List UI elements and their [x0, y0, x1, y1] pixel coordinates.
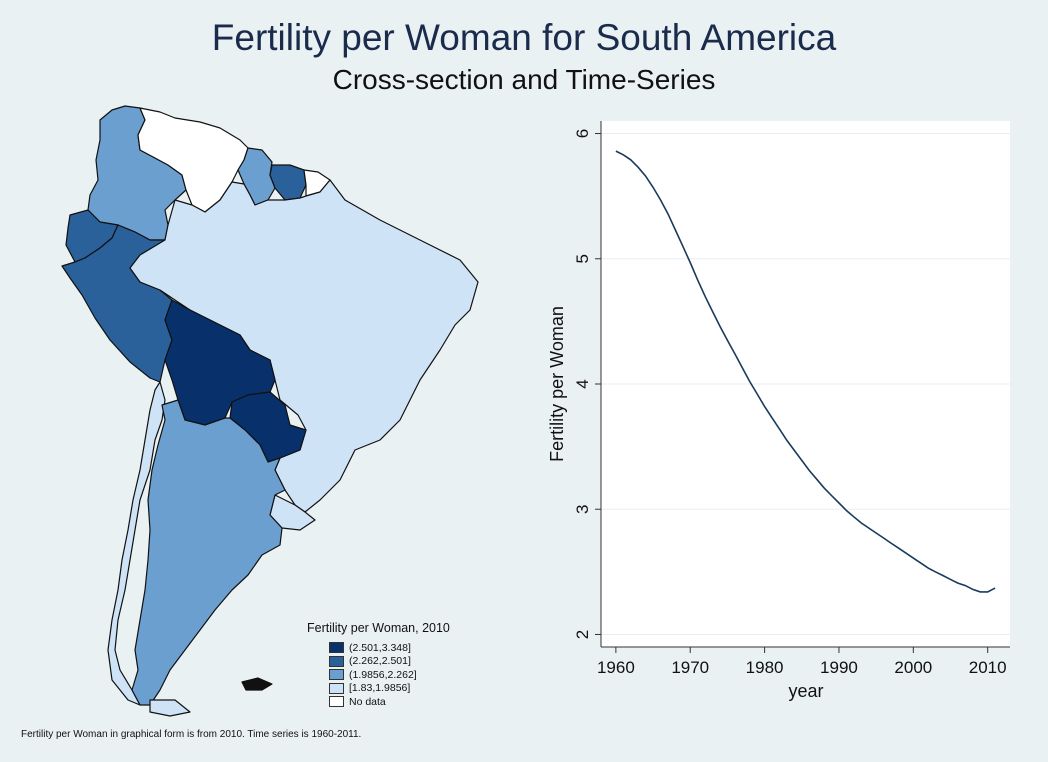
series-line — [615, 150, 996, 593]
x-axis-ticks: 1960 1970 1980 1990 2000 2010 — [597, 647, 1007, 677]
x-tick-label: 1990 — [820, 658, 858, 677]
legend-label: (2.262,2.501] — [349, 655, 411, 668]
map-region-falklands — [241, 677, 273, 691]
y-tick-label: 5 — [573, 254, 592, 263]
legend-label: No data — [349, 695, 386, 708]
legend-item: (2.262,2.501] — [329, 655, 450, 669]
x-tick-label: 1970 — [671, 658, 709, 677]
chart-subtitle: Cross-section and Time-Series — [332, 64, 716, 95]
x-tick-label: 1960 — [597, 658, 635, 677]
footnote: Fertility per Woman in graphical form is… — [21, 729, 362, 740]
chart-title: Fertility per Woman for South America — [211, 17, 837, 58]
y-tick-label: 6 — [573, 129, 592, 138]
x-tick-label: 2000 — [894, 658, 932, 677]
legend-swatch — [329, 642, 344, 654]
y-axis-label: Fertility per Woman — [547, 306, 567, 462]
y-axis-ticks: 2 3 4 5 6 — [573, 129, 601, 639]
x-tick-label: 1980 — [746, 658, 784, 677]
legend-label: [1.83,1.9856] — [349, 682, 411, 695]
legend-label: (1.9856,2.262] — [349, 668, 417, 681]
y-tick-label: 4 — [573, 379, 592, 388]
grid-lines — [601, 133, 1010, 635]
map-legend: Fertility per Woman, 2010 (2.501,3.348] … — [307, 621, 450, 709]
x-axis-label: year — [788, 681, 823, 701]
x-tick-label: 2010 — [969, 658, 1007, 677]
legend-item: (2.501,3.348] — [329, 641, 450, 655]
legend-item: [1.83,1.9856] — [329, 682, 450, 696]
legend-swatch — [329, 669, 344, 681]
y-tick-label: 2 — [573, 630, 592, 639]
series-layer — [615, 150, 996, 593]
legend-swatch — [329, 696, 344, 708]
legend-title: Fertility per Woman, 2010 — [307, 621, 450, 635]
legend-item: No data — [329, 695, 450, 709]
legend-item: (1.9856,2.262] — [329, 668, 450, 682]
y-tick-label: 3 — [573, 505, 592, 514]
legend-swatch — [329, 682, 344, 694]
map-region-tierra-del-fuego — [149, 699, 191, 717]
legend-label: (2.501,3.348] — [349, 641, 411, 654]
map-region-argentina[interactable] — [131, 399, 286, 706]
legend-swatch — [329, 655, 344, 667]
